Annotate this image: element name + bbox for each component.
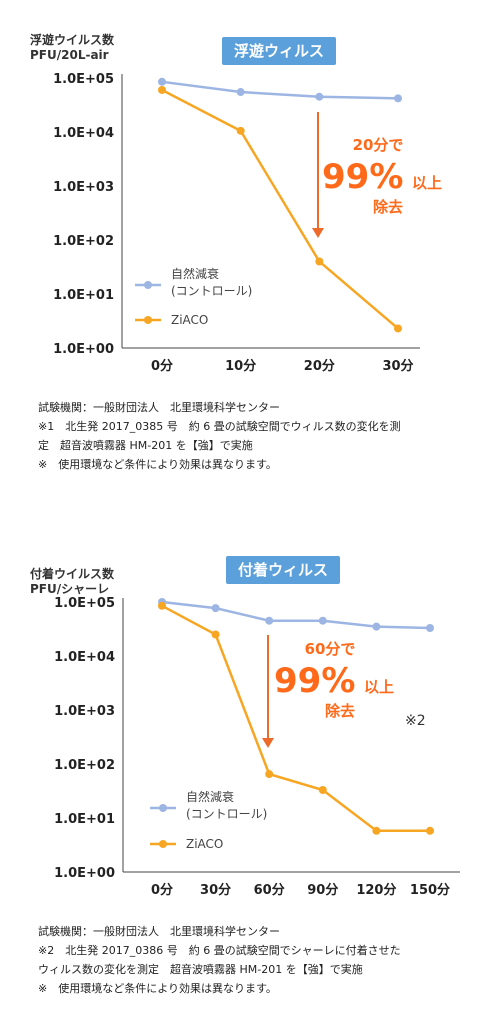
chart-panel-airborne: 浮遊ウイルス数 PFU/20L-air 浮遊ウィルス 1.0E+05 1.0E+0… <box>0 0 500 500</box>
legend-swatch-marker <box>159 840 167 848</box>
y-tick-label: 1.0E+01 <box>53 288 114 303</box>
x-tick-label: 150分 <box>410 882 450 898</box>
x-tick-label: 30分 <box>200 882 231 898</box>
x-tick-label: 30分 <box>382 358 413 374</box>
data-point <box>318 786 327 795</box>
footnote-line: ウィルス数の変化を測定 超音波噴霧器 HM-201 を【強】で実施 <box>38 963 363 976</box>
reduction-arrow-head <box>312 228 324 238</box>
data-point <box>426 624 434 633</box>
footnotes: 試験機関：一般財団法人 北里環境科学センター ※2 北生発 2017_0386 … <box>38 922 401 998</box>
data-point <box>394 94 402 103</box>
x-tick-label: 0分 <box>151 882 173 898</box>
data-point <box>265 770 274 779</box>
x-tick-label: 0分 <box>151 358 173 374</box>
chart-panel-surface: 付着ウイルス数 PFU/シャーレ 付着ウィルス 1.0E+05 1.0E+04 1.… <box>0 540 500 1024</box>
data-point <box>158 601 166 610</box>
data-point <box>158 85 166 94</box>
chart-plot-surface: 1.0E+05 1.0E+04 1.0E+03 1.0E+02 1.0E+01 1.0E+… <box>54 596 460 898</box>
legend-label: ZiACO <box>171 313 208 327</box>
y-tick-label: 1.0E+05 <box>54 596 115 611</box>
data-point <box>211 630 220 639</box>
data-point <box>315 257 324 266</box>
annotation-percent: 99% <box>322 157 403 197</box>
footnote-line: ※ 使用環境など条件により効果は異なります。 <box>38 458 277 471</box>
y-axis-label-line1: 浮遊ウイルス数 <box>30 33 115 47</box>
legend-label: 自然減衰 <box>171 266 219 281</box>
series-line-control <box>161 80 399 100</box>
legend-label: ZiACO <box>186 837 223 851</box>
legend-label: 自然減衰 <box>186 789 234 804</box>
data-point <box>236 88 245 97</box>
data-point <box>372 826 381 835</box>
footnote-line: 試験機関：一般財団法人 北里環境科学センター <box>38 925 280 938</box>
footnote-line: ※ 使用環境など条件により効果は異なります。 <box>38 982 277 995</box>
legend-swatch-marker <box>159 804 167 812</box>
data-point <box>372 622 381 631</box>
footnotes: 試験機関：一般財団法人 北里環境科学センター ※1 北生発 2017_0385 … <box>38 398 401 474</box>
y-tick-label: 1.0E+05 <box>53 72 114 87</box>
y-tick-label: 1.0E+01 <box>54 812 115 827</box>
series-line-ziaco <box>161 88 399 330</box>
series-line-ziaco <box>161 604 430 833</box>
annotation-removed: 除去 <box>325 702 355 720</box>
x-tick-label: 90分 <box>307 882 338 898</box>
annotation-footnote-mark: ※2 <box>405 713 426 729</box>
y-axis-label-line2: PFU/シャーレ <box>30 582 110 596</box>
data-point <box>211 604 220 613</box>
y-tick-label: 1.0E+02 <box>53 234 114 249</box>
data-point <box>265 616 274 625</box>
data-point <box>394 324 402 333</box>
x-tick-label: 120分 <box>356 882 396 898</box>
annotation-time: 60分で <box>305 640 356 658</box>
data-point <box>426 826 434 835</box>
x-tick-label: 60分 <box>254 882 285 898</box>
data-point <box>158 77 166 86</box>
y-tick-label: 1.0E+00 <box>53 342 114 357</box>
legend-label: (コントロール) <box>186 807 267 821</box>
y-axis-label: 付着ウイルス数 PFU/シャーレ <box>30 567 114 597</box>
annotation-suffix: 以上 <box>364 678 394 696</box>
legend-label: (コントロール) <box>171 284 252 298</box>
annotation-suffix: 以上 <box>412 174 442 192</box>
chart-title: 浮遊ウィルス <box>222 37 336 65</box>
x-tick-label: 20分 <box>304 358 335 374</box>
y-tick-label: 1.0E+03 <box>54 704 115 719</box>
y-tick-label: 1.0E+03 <box>53 180 114 195</box>
footnote-line: 定 超音波噴霧器 HM-201 を【強】で実施 <box>38 439 253 452</box>
data-point <box>318 616 327 625</box>
annotation-removed: 除去 <box>373 198 403 216</box>
y-tick-label: 1.0E+04 <box>53 126 114 141</box>
footnote-line: ※2 北生発 2017_0386 号 約 6 畳の試験空間でシャーレに付着させた <box>38 944 401 957</box>
legend-swatch-marker <box>144 281 152 289</box>
chart-plot-airborne: 1.0E+05 1.0E+04 1.0E+03 1.0E+02 1.0E+01 1.0E+… <box>53 72 442 374</box>
reduction-arrow-head <box>262 738 274 748</box>
y-axis-label: 浮遊ウイルス数 PFU/20L-air <box>30 33 114 63</box>
footnote-line: ※1 北生発 2017_0385 号 約 6 畳の試験空間でウィルス数の変化を測 <box>38 420 401 433</box>
footnote-line: 試験機関：一般財団法人 北里環境科学センター <box>38 401 280 414</box>
y-tick-label: 1.0E+00 <box>54 866 115 881</box>
y-tick-label: 1.0E+04 <box>54 650 115 665</box>
y-axis-label-line1: 付着ウイルス数 <box>30 567 115 581</box>
annotation-percent: 99% <box>274 661 355 701</box>
series-line-control <box>161 600 431 630</box>
x-tick-label: 10分 <box>225 358 256 374</box>
legend-swatch-marker <box>144 316 152 324</box>
annotation-time: 20分で <box>353 136 404 154</box>
data-point <box>236 126 245 135</box>
chart-title: 付着ウィルス <box>226 556 340 584</box>
data-point <box>315 92 324 101</box>
y-tick-label: 1.0E+02 <box>54 758 115 773</box>
y-axis-label-line2: PFU/20L-air <box>30 48 109 62</box>
